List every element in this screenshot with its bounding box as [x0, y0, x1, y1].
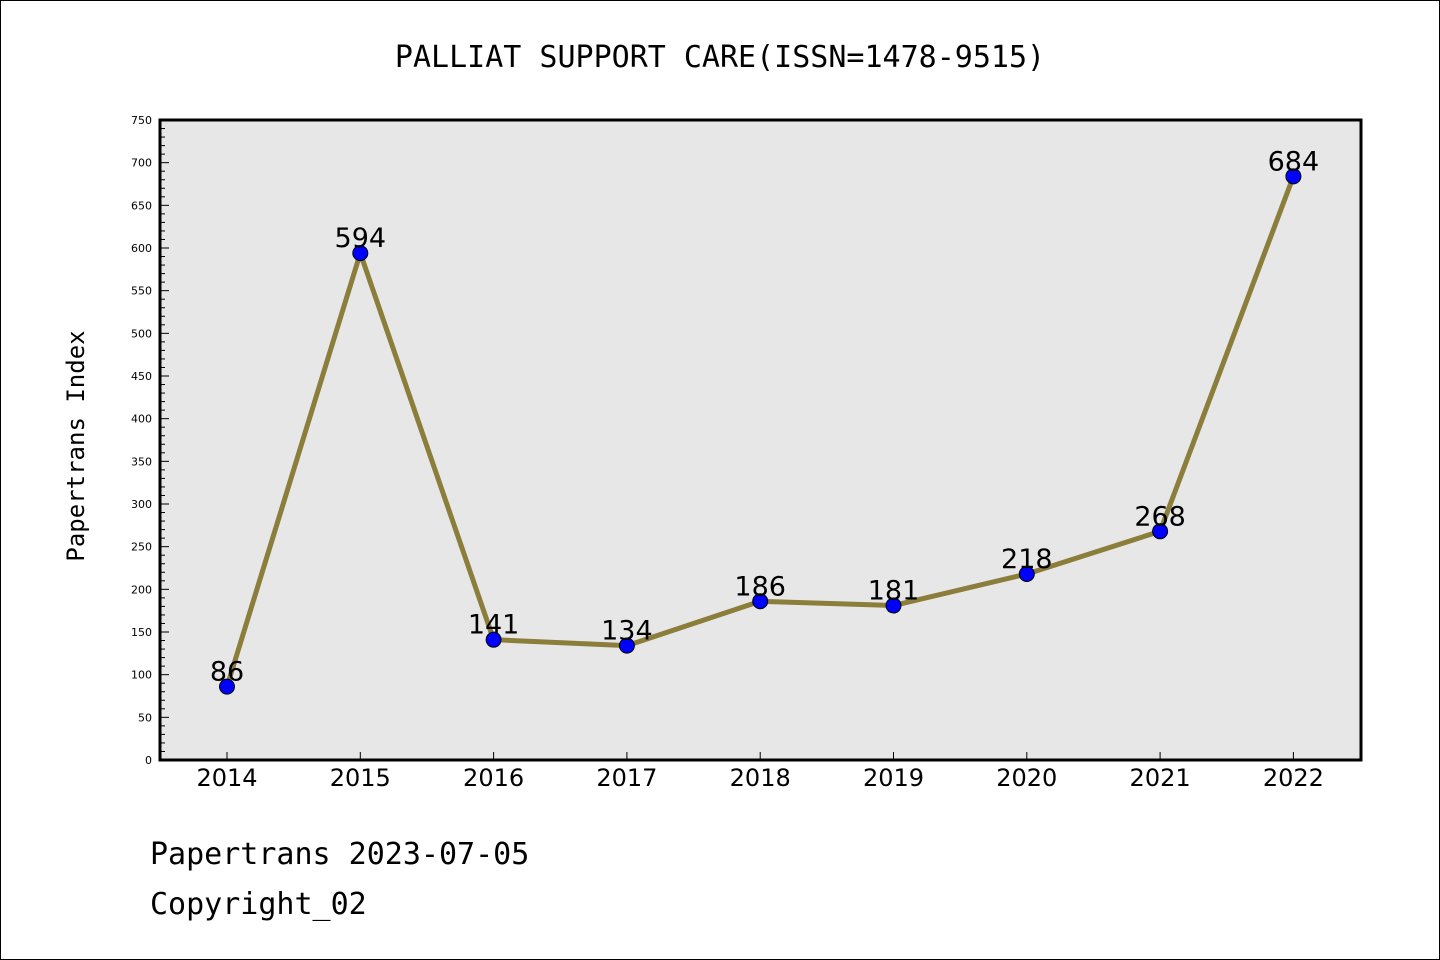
- y-tick-label: 50: [138, 711, 152, 724]
- data-label: 186: [734, 571, 786, 602]
- y-axis-label: Papertrans Index: [62, 330, 90, 561]
- y-tick-label: 400: [131, 413, 152, 426]
- y-tick-label: 600: [131, 242, 152, 255]
- y-tick-label: 300: [131, 498, 152, 511]
- data-label: 594: [335, 223, 387, 254]
- data-label: 181: [868, 576, 920, 607]
- data-point: [885, 597, 902, 614]
- y-tick-label: 650: [131, 199, 152, 212]
- y-tick-label: 550: [131, 285, 152, 298]
- y-tick-label: 700: [131, 157, 152, 170]
- x-tick-label: 2020: [996, 764, 1057, 792]
- y-tick-label: 0: [145, 754, 152, 767]
- chart-title: PALLIAT SUPPORT CARE(ISSN=1478-9515): [395, 40, 1045, 75]
- y-tick-label: 250: [131, 541, 152, 554]
- data-point: [1018, 565, 1035, 582]
- y-tick-label: 150: [131, 626, 152, 639]
- y-tick-label: 500: [131, 327, 152, 340]
- footer-copyright: Copyright_02: [150, 887, 367, 922]
- x-tick-label: 2017: [596, 764, 657, 792]
- x-tick-label: 2022: [1263, 764, 1324, 792]
- data-label: 218: [1001, 544, 1053, 575]
- x-tick-label: 2016: [463, 764, 524, 792]
- y-tick-label: 750: [131, 114, 152, 127]
- footer-date: Papertrans 2023-07-05: [150, 837, 529, 872]
- x-tick-label: 2014: [196, 764, 257, 792]
- x-tick-label: 2018: [730, 764, 791, 792]
- data-point: [752, 593, 769, 610]
- data-point: [1152, 523, 1169, 540]
- y-tick-label: 350: [131, 455, 152, 468]
- data-label: 268: [1134, 501, 1186, 532]
- y-tick-label: 450: [131, 370, 152, 383]
- data-point: [352, 245, 369, 262]
- x-tick-label: 2021: [1130, 764, 1191, 792]
- x-tick-label: 2019: [863, 764, 924, 792]
- series-layer: 86 594 141 134 186 181 218 268 684: [210, 146, 1320, 695]
- data-point: [618, 637, 635, 654]
- data-point: [219, 678, 235, 695]
- data-point: [1285, 168, 1302, 185]
- data-label: 141: [468, 610, 520, 641]
- data-label: 86: [210, 657, 244, 688]
- y-tick-label: 200: [131, 583, 152, 596]
- x-tick-label: 2015: [330, 764, 391, 792]
- data-label: 684: [1268, 146, 1320, 177]
- y-tick-label: 100: [131, 669, 152, 682]
- data-label: 134: [601, 616, 653, 647]
- plot-border: [158, 118, 1363, 762]
- plot-area: [160, 120, 1361, 760]
- data-point: [485, 631, 502, 648]
